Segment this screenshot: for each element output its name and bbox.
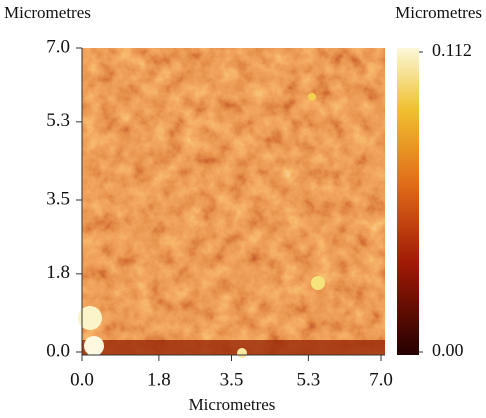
y-tick-label: 3.5 xyxy=(46,188,70,209)
feature xyxy=(84,336,104,356)
feature xyxy=(308,93,316,101)
x-tick-label: 3.5 xyxy=(220,369,244,390)
colorbar-label: Micrometres xyxy=(395,3,482,22)
colorbar xyxy=(397,48,419,355)
colorbar-tick-label: 0.112 xyxy=(432,40,472,60)
y-tick-label: 7.0 xyxy=(46,36,70,57)
surface-texture xyxy=(82,48,385,355)
feature xyxy=(78,306,102,330)
y-tick-label: 5.3 xyxy=(46,110,70,131)
y-axis-label: Micrometres xyxy=(4,3,91,22)
x-tick-label: 0.0 xyxy=(70,369,94,390)
surface-edge xyxy=(82,340,385,355)
x-axis-label: Micrometres xyxy=(189,395,276,414)
x-tick-label: 7.0 xyxy=(369,369,393,390)
plot-area xyxy=(78,48,385,358)
y-tick-label: 1.8 xyxy=(46,262,70,283)
x-tick-label: 5.3 xyxy=(297,369,321,390)
x-tick-label: 1.8 xyxy=(147,369,171,390)
y-tick-label: 0.0 xyxy=(46,340,70,361)
colorbar-tick-label: 0.00 xyxy=(432,340,464,360)
feature xyxy=(237,348,247,358)
feature xyxy=(311,276,325,290)
